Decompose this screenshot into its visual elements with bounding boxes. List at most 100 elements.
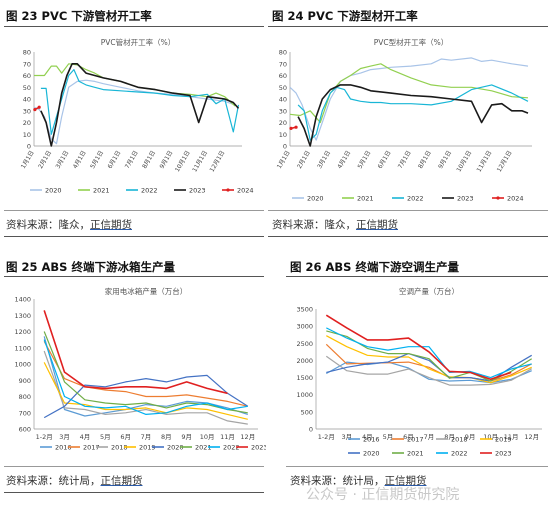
legend-label: 2018 [451, 436, 468, 444]
chart-title: PVC型材开工率（%） [374, 37, 449, 47]
source-rule-top [268, 210, 548, 211]
x-tick-label: 5月1日 [357, 150, 373, 171]
legend-label: 2021 [357, 195, 374, 203]
chart-profile-operating-rate: PVC型材开工率（%） 0 10 20 30 40 50 60 70 80 1月1日 2月1日 3月1日… [276, 37, 532, 203]
y-tick-label: 1300 [14, 312, 31, 320]
legend-label: 2020 [363, 450, 380, 458]
legend-label: 2019 [139, 444, 156, 452]
legend-label: 2022 [141, 187, 158, 195]
source-rule-bottom [4, 236, 264, 237]
y-tick-label: 80 [23, 49, 31, 57]
y-tick-label: 30 [279, 107, 287, 115]
source-note-pipe: 资料来源：隆众，正信期货 [6, 217, 132, 232]
series-line-2019 [326, 335, 532, 384]
series-point-2024 [33, 107, 37, 112]
y-tick-label: 3500 [296, 306, 313, 314]
series-line-2021 [43, 331, 248, 414]
legend-label: 2016 [363, 436, 380, 444]
x-tick-label: 7月1日 [124, 150, 140, 171]
series-line-2021 [289, 63, 529, 124]
source-link[interactable]: 正信期货 [356, 219, 398, 231]
x-tick-label: 4月 [362, 433, 373, 441]
y-tick-label: 1100 [14, 344, 31, 352]
x-tick-label: 11月 [504, 433, 519, 441]
series-line-2023 [297, 84, 529, 147]
watermark: 公众号 · 正信期货研究院 [306, 487, 460, 503]
x-tick-label: 10月1日 [174, 150, 192, 174]
source-link[interactable]: 正信期货 [384, 475, 427, 487]
series-line-2022 [297, 84, 529, 141]
legend-label: 2022 [451, 450, 468, 458]
legend-label: 2016 [55, 444, 72, 452]
y-tick-label: 1500 [296, 374, 313, 382]
source-rule-top [286, 466, 548, 467]
y-tick-label: 0 [27, 143, 31, 151]
x-tick-label: 12月1日 [209, 150, 227, 174]
source-link[interactable]: 正信期货 [90, 219, 132, 231]
series-line-2017 [43, 341, 248, 407]
series-line-2022 [43, 339, 248, 415]
title-rule [268, 26, 548, 27]
legend-label: 2019 [495, 436, 512, 444]
source-link[interactable]: 正信期货 [100, 475, 143, 487]
y-tick-label: 1000 [296, 391, 313, 399]
title-rule [286, 276, 548, 277]
y-tick-label: 20 [23, 119, 31, 127]
legend-label: 2023 [251, 444, 266, 452]
legend-label: 2023 [495, 450, 512, 458]
legend-label: 2020 [45, 187, 62, 195]
y-tick-label: 30 [23, 107, 31, 115]
x-tick-label: 7月 [141, 433, 152, 441]
series-line-2022 [326, 327, 532, 379]
legend-label: 2021 [407, 450, 424, 458]
x-tick-label: 10月 [483, 433, 498, 441]
series-line-2022 [40, 69, 240, 135]
x-tick-label: 3月1日 [55, 150, 71, 171]
source-label: 资料来源：隆众， [6, 219, 90, 231]
source-rule-bottom [268, 236, 548, 237]
legend-label: 2018 [111, 444, 128, 452]
x-tick-label: 8月 [444, 433, 455, 441]
series-line-2020 [289, 57, 529, 141]
chart-title: PVC管材开工率（%） [101, 37, 176, 47]
series-line-2018 [43, 350, 248, 425]
x-tick-label: 4月1日 [72, 150, 88, 171]
legend-label: 2023 [189, 187, 206, 195]
x-tick-label: 3月 [59, 433, 70, 441]
series-point-2024 [37, 105, 41, 109]
x-tick-label: 6月1日 [107, 150, 123, 171]
y-tick-label: 40 [279, 96, 287, 104]
chart-title: 空调产量（万台） [399, 286, 459, 296]
x-tick-label: 2月1日 [296, 150, 312, 171]
series-line-2023 [43, 310, 228, 395]
legend-label: 2022 [407, 195, 424, 203]
legend-marker [496, 196, 500, 200]
legend-label: 2024 [507, 195, 524, 203]
x-tick-label: 1月1日 [20, 150, 36, 171]
y-tick-label: 2000 [296, 357, 313, 365]
y-tick-label: 600 [19, 426, 31, 434]
x-tick-label: 9月1日 [159, 150, 175, 171]
x-tick-label: 4月 [80, 433, 91, 441]
x-tick-label: 1月1日 [276, 150, 292, 171]
chart-ac-output: 空调产量（万台） 0 500 1000 1500 2000 2500 3000 3500 1-2月… [296, 286, 542, 458]
x-tick-label: 8月1日 [141, 150, 157, 171]
source-note-ac: 资料来源：统计局，正信期货 [290, 473, 427, 488]
y-tick-label: 0 [309, 426, 313, 434]
legend-label: 2020 [307, 195, 324, 203]
x-tick-label: 5月 [100, 433, 111, 441]
series-line-2021 [34, 63, 236, 107]
x-tick-label: 9月 [181, 433, 192, 441]
title-rule [4, 26, 264, 27]
y-tick-label: 80 [279, 49, 287, 57]
x-tick-label: 5月 [383, 433, 394, 441]
panel-title-fridge: 图 25 ABS 终端下游冰箱生产量 [6, 260, 175, 274]
series-line-2019 [43, 362, 248, 420]
x-tick-label: 4月1日 [336, 150, 352, 171]
y-tick-label: 1200 [14, 328, 31, 336]
panel-title-profile: 图 24 PVC 下游型材开工率 [272, 9, 418, 23]
source-rule-top [4, 210, 264, 211]
x-tick-label: 7月 [424, 433, 435, 441]
source-rule-top [4, 466, 264, 467]
x-tick-label: 1-2月 [36, 433, 53, 441]
